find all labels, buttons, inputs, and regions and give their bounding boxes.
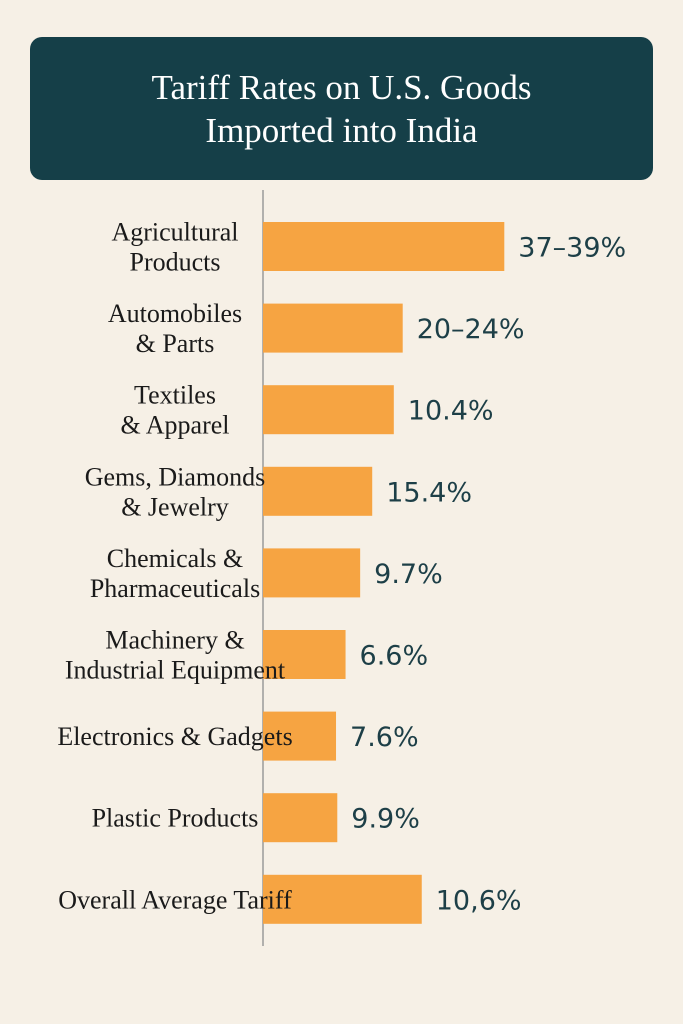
bar xyxy=(263,385,394,435)
category-label: Textiles xyxy=(134,381,216,410)
bar-value-label: 10.4% xyxy=(408,396,494,427)
bar xyxy=(263,711,337,761)
bar-value-label: 15.4% xyxy=(386,477,472,508)
category-label: Plastic Products xyxy=(92,804,259,833)
bar-value-label: 10,6% xyxy=(436,885,522,916)
category-label: Overall Average Tariff xyxy=(58,885,292,914)
category-label: Pharmaceuticals xyxy=(90,574,260,603)
bar xyxy=(263,303,403,353)
category-label: & Apparel xyxy=(120,411,229,440)
bar xyxy=(263,222,505,271)
category-label: Industrial Equipment xyxy=(65,656,286,685)
bar-value-label: 7.6% xyxy=(350,722,419,753)
chart-title-line-2: Imported into India xyxy=(205,110,478,150)
chart-title-banner: Tariff Rates on U.S. Goods Imported into… xyxy=(30,37,653,180)
chart-title-line-1: Tariff Rates on U.S. Goods xyxy=(151,67,532,107)
category-label: Chemicals & xyxy=(107,544,243,573)
bar-value-label: 20–24% xyxy=(417,314,525,345)
category-label: Automobiles xyxy=(108,299,242,328)
bar xyxy=(263,630,346,679)
category-label: Electronics & Gadgets xyxy=(57,722,292,751)
bar-value-label: 37–39% xyxy=(518,233,626,264)
category-label: & Parts xyxy=(136,329,215,358)
bar xyxy=(263,793,338,843)
bar xyxy=(263,874,422,924)
bar-value-label: 6.6% xyxy=(360,641,429,672)
bar xyxy=(263,548,361,598)
bar xyxy=(263,466,373,516)
category-label: Agricultural xyxy=(111,218,238,247)
category-label: & Jewelry xyxy=(121,492,229,521)
category-label: Gems, Diamonds xyxy=(85,462,266,491)
bar-value-label: 9.9% xyxy=(351,804,420,835)
category-label: Products xyxy=(130,248,221,277)
bar-value-label: 9.7% xyxy=(374,559,443,590)
category-label: Machinery & xyxy=(105,626,244,655)
